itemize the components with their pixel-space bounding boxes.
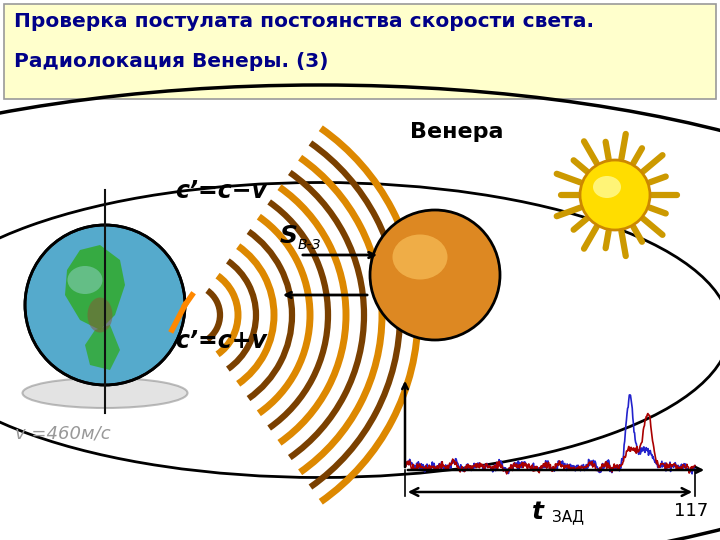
Text: Проверка постулата постоянства скорости света.: Проверка постулата постоянства скорости … (14, 12, 594, 31)
Text: 117: 117 (674, 502, 708, 520)
Ellipse shape (392, 234, 448, 280)
Text: S: S (280, 224, 298, 248)
Ellipse shape (593, 176, 621, 198)
Ellipse shape (88, 298, 112, 333)
Text: c’=c−v: c’=c−v (175, 179, 267, 203)
Text: v =460м/с: v =460м/с (15, 424, 111, 442)
Polygon shape (65, 245, 125, 330)
Circle shape (370, 210, 500, 340)
Text: c’=c+v: c’=c+v (175, 329, 267, 353)
Text: t: t (532, 500, 544, 524)
Polygon shape (85, 325, 120, 370)
Text: Венера: Венера (410, 122, 503, 142)
Circle shape (580, 160, 650, 230)
Text: ЗАД: ЗАД (552, 509, 584, 524)
Text: В-З: В-З (298, 238, 321, 252)
Circle shape (25, 225, 185, 385)
FancyBboxPatch shape (4, 4, 716, 99)
Text: Радиолокация Венеры. (3): Радиолокация Венеры. (3) (14, 52, 328, 71)
Circle shape (25, 225, 185, 385)
Ellipse shape (22, 378, 187, 408)
Ellipse shape (68, 266, 102, 294)
